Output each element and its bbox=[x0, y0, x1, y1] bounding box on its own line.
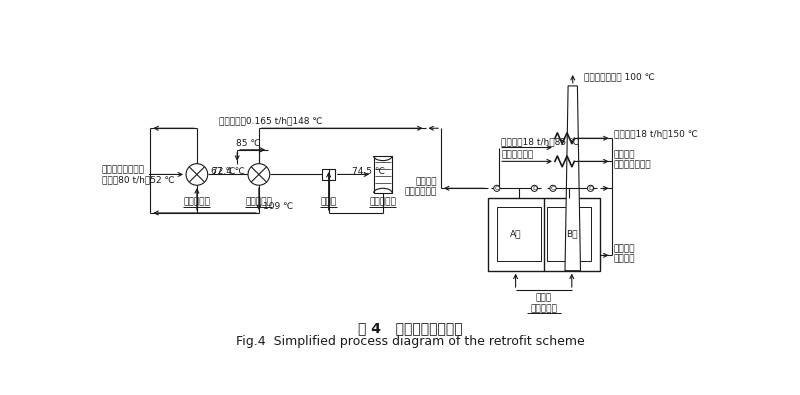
Text: 锅炉水，18 t/h，150 ℃: 锅炉水，18 t/h，150 ℃ bbox=[614, 129, 698, 138]
Text: 蒸汽过热炉: 蒸汽过热炉 bbox=[530, 304, 557, 313]
Text: 85 ℃: 85 ℃ bbox=[236, 139, 260, 148]
Text: C: C bbox=[494, 186, 499, 191]
Bar bbox=[322, 169, 335, 180]
Text: 蒸汽过热炉: 蒸汽过热炉 bbox=[370, 198, 396, 207]
Circle shape bbox=[248, 164, 270, 185]
Text: Fig.4  Simplified process diagram of the retrofit scheme: Fig.4 Simplified process diagram of the … bbox=[236, 335, 584, 348]
Text: 低压蒸汽，0.165 t/h，148 ℃: 低压蒸汽，0.165 t/h，148 ℃ bbox=[218, 116, 322, 125]
Circle shape bbox=[550, 185, 556, 192]
Bar bbox=[546, 207, 590, 261]
Text: C: C bbox=[550, 186, 555, 191]
Text: 凝液，80 t/h，52 ℃: 凝液，80 t/h，52 ℃ bbox=[102, 175, 174, 184]
Text: A室: A室 bbox=[510, 229, 522, 239]
Text: 油水分离后的工艺: 油水分离后的工艺 bbox=[102, 166, 145, 174]
Text: 进料预热器: 进料预热器 bbox=[183, 198, 210, 207]
Text: D: D bbox=[532, 186, 537, 191]
Polygon shape bbox=[565, 86, 581, 271]
Text: 来自中间加热器: 来自中间加热器 bbox=[614, 161, 651, 170]
Text: 烟气，排烟温度 100 ℃: 烟气，排烟温度 100 ℃ bbox=[584, 72, 655, 81]
Circle shape bbox=[587, 185, 594, 192]
Text: 燃料气: 燃料气 bbox=[536, 293, 552, 302]
Text: 混合器: 混合器 bbox=[321, 198, 337, 207]
Text: B室: B室 bbox=[566, 229, 578, 239]
Bar bbox=[497, 207, 541, 261]
Text: 109 ℃: 109 ℃ bbox=[262, 202, 293, 211]
Circle shape bbox=[531, 185, 538, 192]
Text: 72.4 ℃: 72.4 ℃ bbox=[212, 167, 245, 176]
Text: 过热蒸汽: 过热蒸汽 bbox=[614, 151, 635, 160]
Bar bbox=[487, 198, 600, 271]
Bar bbox=[374, 156, 392, 193]
Text: 67 ℃: 67 ℃ bbox=[211, 167, 235, 176]
Text: 去反应器: 去反应器 bbox=[614, 255, 635, 263]
Text: 第二预热器: 第二预热器 bbox=[246, 198, 272, 207]
Text: 锅炉水，18 t/h，85 ℃: 锅炉水，18 t/h，85 ℃ bbox=[502, 137, 579, 146]
Text: 过热蒸汽: 过热蒸汽 bbox=[416, 178, 437, 187]
Text: 图 4   改造方案流程简图: 图 4 改造方案流程简图 bbox=[358, 322, 462, 335]
Circle shape bbox=[186, 164, 208, 185]
Text: 74.5 ℃: 74.5 ℃ bbox=[352, 167, 385, 176]
Text: D: D bbox=[588, 186, 593, 191]
Text: 去中间加热器: 去中间加热器 bbox=[405, 188, 437, 197]
Text: 蒸汽来自界外: 蒸汽来自界外 bbox=[502, 151, 534, 160]
Circle shape bbox=[494, 185, 500, 192]
Text: 过热蒸汽: 过热蒸汽 bbox=[614, 245, 635, 254]
